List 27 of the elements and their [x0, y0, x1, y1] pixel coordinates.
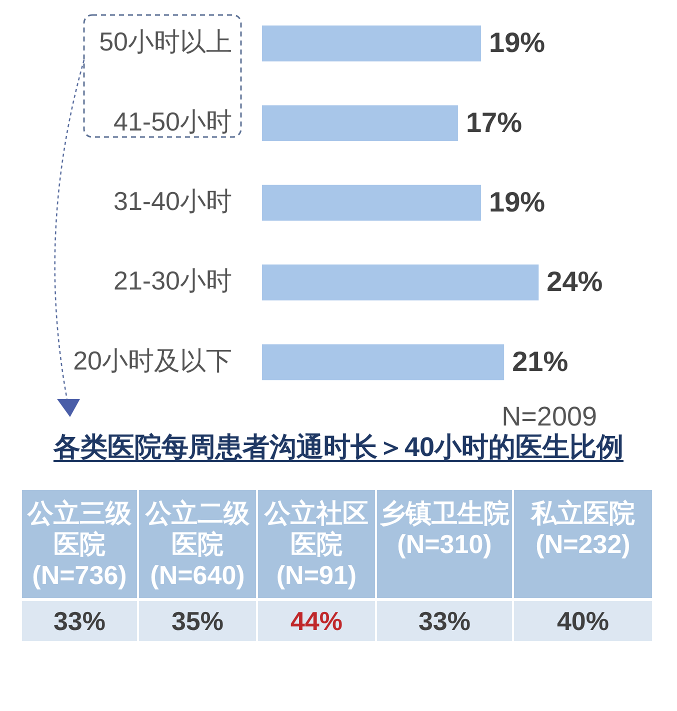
y-tick-label: 20小时及以下 — [73, 345, 232, 376]
data-label: 24% — [546, 266, 603, 298]
bar — [262, 184, 482, 221]
data-label: 35% — [139, 601, 256, 641]
text: N=2009 — [502, 401, 597, 432]
y-tick-label: 31-40小时 — [114, 186, 232, 216]
category-label: 公立社区医院(N=91) — [258, 490, 375, 598]
y-tick-label: 50小时以上 — [99, 26, 232, 57]
data-label: 33% — [22, 601, 137, 641]
y-tick-label: 21-30小时 — [114, 266, 232, 296]
data-label: 19% — [489, 27, 546, 58]
bar — [262, 264, 539, 300]
bar — [262, 105, 458, 142]
data-label: 33% — [377, 601, 512, 641]
y-tick-label: 41-50小时 — [114, 106, 232, 136]
category-label: 乡镇卫生院(N=310) — [377, 490, 512, 598]
category-label: 公立二级医院(N=640) — [139, 490, 256, 598]
data-label: 21% — [512, 346, 568, 377]
data-label: 40% — [514, 601, 652, 641]
text: 各类医院每周患者沟通时长＞40小时的医生比例 — [53, 432, 624, 462]
category-label: 私立医院(N=232) — [514, 490, 652, 598]
data-label: 19% — [489, 186, 546, 218]
data-label: 44% — [258, 601, 375, 641]
bar — [262, 344, 504, 380]
data-label: 17% — [466, 106, 522, 138]
bar — [262, 26, 482, 62]
category-label: 公立三级医院(N=736) — [22, 490, 137, 598]
